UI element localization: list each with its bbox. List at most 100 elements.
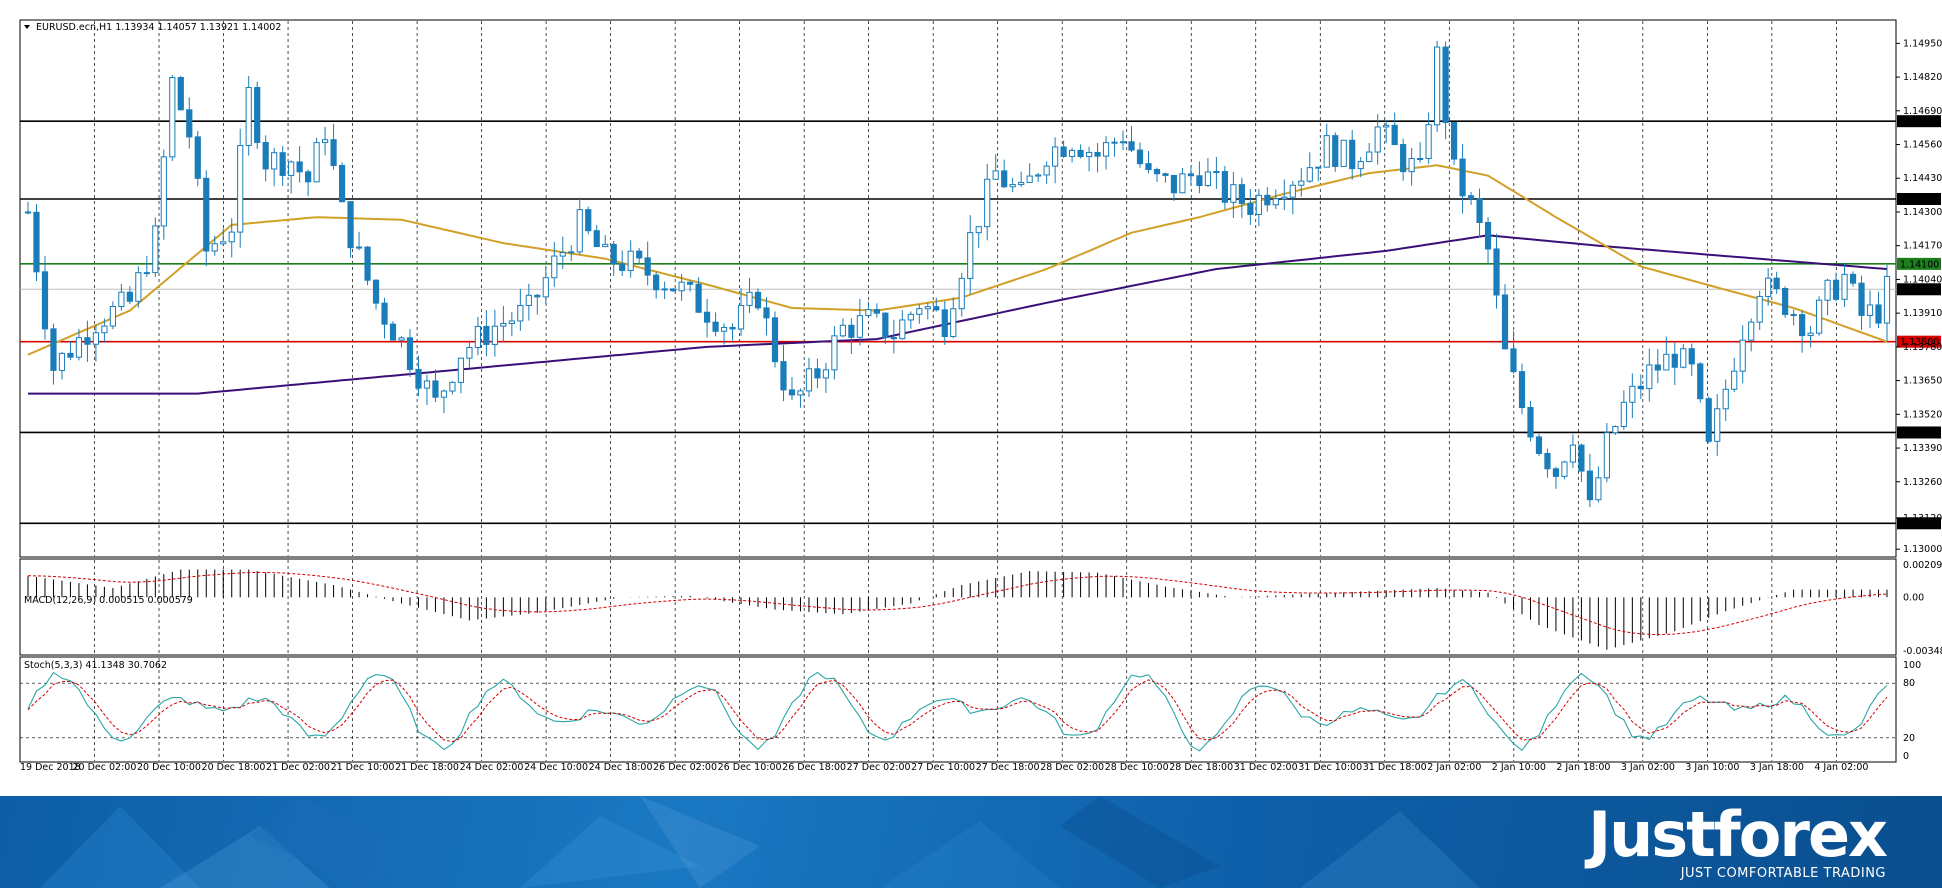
candle-body [1374,126,1381,153]
candle-body [186,109,193,138]
candle-body [1654,364,1661,371]
candle-body [1832,279,1840,300]
level-tag [1897,517,1941,530]
level-label: 1.14100 [1900,259,1939,270]
candle-body [585,209,592,232]
candle-body [41,271,49,330]
candle-body [491,325,498,345]
brand-logo: Justforex [1588,798,1888,871]
candle-body [1417,157,1424,160]
price-tick-label: 1.13000 [1903,544,1942,555]
candle-body [432,380,439,398]
candle-body [856,315,863,338]
candle-body [559,252,566,257]
macd-tick-label: 0.00 [1903,592,1924,603]
time-label: 26 Dec 18:00 [782,762,846,773]
time-label: 24 Dec 18:00 [589,762,653,773]
candle-body [1153,169,1161,175]
candle-body [967,232,974,279]
candle-body [1799,314,1806,337]
candle-body [1875,304,1882,324]
candle-body [754,291,762,309]
footer-banner: Justforex JUST COMFORTABLE TRADING [0,796,1942,888]
candle-body [228,231,235,243]
candle-body [152,225,159,274]
candle-body [1026,175,1033,183]
price-tick-label: 1.13390 [1903,443,1942,454]
price-tick-label: 1.14170 [1903,241,1942,252]
candle-body [262,141,269,170]
candle-body [194,136,201,179]
candle-body [788,389,796,396]
candle-body [1535,436,1543,454]
candle-body [1128,141,1135,151]
candle-body [1085,151,1093,158]
candle-body [542,277,549,298]
candle-body [670,288,677,292]
candle-body [610,243,617,265]
candle-body [1569,444,1577,463]
candle-body [517,304,524,322]
candle-body [1552,468,1560,477]
candle-body [941,309,948,337]
candle-body [661,288,668,291]
price-pane [19,19,1897,558]
candle-body [330,139,337,166]
level-tag [1897,335,1941,348]
candle-body [347,201,354,249]
candle-body [1858,282,1865,316]
candle-body [1230,184,1237,203]
banner-pattern [40,796,1480,888]
candle-body [1340,139,1347,167]
current-price-label: 1.14002 [1900,285,1939,296]
candle-body [720,326,728,332]
candle-body [126,291,133,302]
candle-body [271,152,278,170]
candle-body [1578,444,1585,472]
candle-body [305,171,312,183]
price-tick-label: 1.13260 [1903,477,1942,488]
candle-body [805,368,813,392]
candle-body [703,311,711,323]
candle-body [1068,149,1076,157]
candle-body [254,87,261,143]
candle-body [873,309,880,314]
candle-body [831,335,838,371]
candle-body [245,87,252,147]
candle-body [678,281,685,292]
candle-body [1756,295,1763,323]
candle-body [780,361,787,391]
candle-body [1289,184,1296,198]
candle-body [1425,124,1432,159]
candle-body [220,241,227,245]
candle-body [593,230,600,248]
candle-body [169,77,176,158]
candle-body [1459,158,1466,197]
candle-body [508,320,515,325]
candle-body [423,380,431,389]
macd-signal-line [27,571,1888,636]
candle-body [950,308,957,337]
candle-body [1238,184,1245,204]
time-label: 20 Dec 18:00 [202,762,266,773]
candle-body [1476,198,1483,223]
candle-body [1018,181,1025,186]
candle-body [636,250,643,259]
candle-body [313,142,320,183]
macd-pane [19,558,1897,656]
time-label: 3 Jan 02:00 [1621,762,1675,773]
candle-body [882,312,889,339]
candle-body [474,325,481,348]
candle-body [1561,461,1568,477]
stoch-tick-label: 100 [1903,660,1921,671]
candle-body [483,325,490,345]
candle-body [1629,385,1636,403]
candle-body [1255,194,1262,215]
time-label: 27 Dec 18:00 [976,762,1040,773]
candle-body [1315,166,1322,169]
candle-body [1586,470,1593,501]
candle-body [1366,151,1373,163]
candle-body [101,325,108,334]
candle-body [1663,353,1670,371]
